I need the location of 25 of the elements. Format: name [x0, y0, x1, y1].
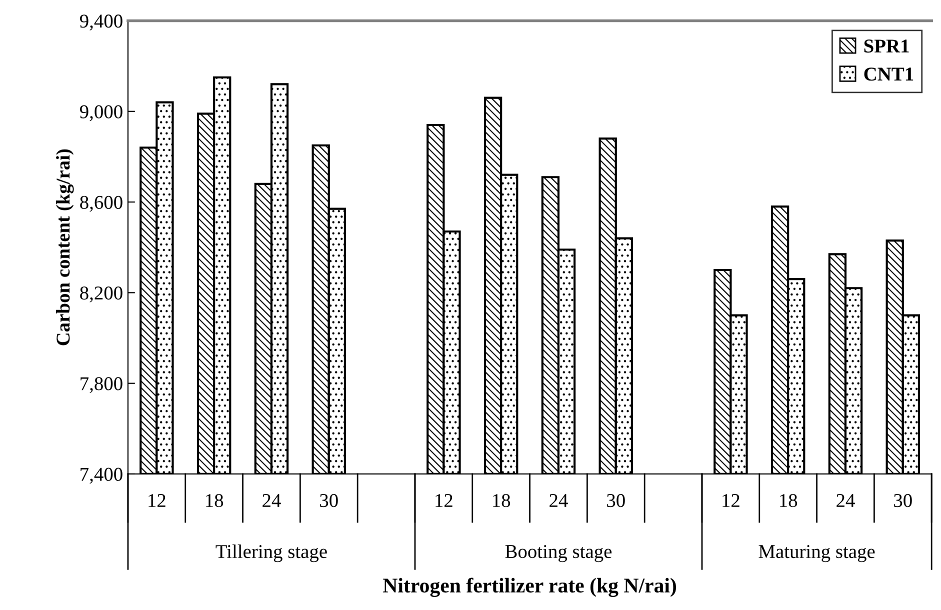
- text: Maturing stage: [758, 545, 875, 562]
- x-tick-label: 18: [493, 494, 510, 508]
- text: Booting stage: [505, 545, 612, 562]
- y-tick-label: 8,200: [80, 286, 122, 302]
- legend-label: CNT1: [864, 68, 914, 81]
- x-tick-label: 12: [148, 494, 166, 507]
- x-tick-label: 18: [206, 494, 224, 508]
- x-tick-label: 12: [436, 494, 452, 507]
- x-tick-label: 24: [262, 494, 281, 507]
- x-axis-title: Nitrogen fertilizer rate (kg N/rai): [383, 578, 676, 597]
- y-tick-label: 9,400: [80, 14, 122, 30]
- y-axis-title: Carbon content (kg/rai): [56, 149, 74, 346]
- x-tick-label: 30: [894, 494, 912, 508]
- x-tick-label: 30: [607, 494, 625, 508]
- text: Tillering stage: [216, 544, 327, 562]
- x-tick-label: 30: [320, 494, 338, 508]
- x-tick-label: 18: [780, 494, 798, 508]
- y-tick-label: 9,000: [80, 105, 122, 122]
- y-tick-label: 7,400: [80, 468, 122, 484]
- x-tick-label: 24: [836, 494, 855, 507]
- y-tick-label: 7,800: [80, 377, 122, 394]
- legend-label: SPR1: [864, 40, 909, 53]
- y-tick-label: 8,600: [80, 196, 122, 212]
- x-tick-label: 12: [722, 494, 740, 507]
- x-tick-label: 24: [550, 494, 568, 507]
